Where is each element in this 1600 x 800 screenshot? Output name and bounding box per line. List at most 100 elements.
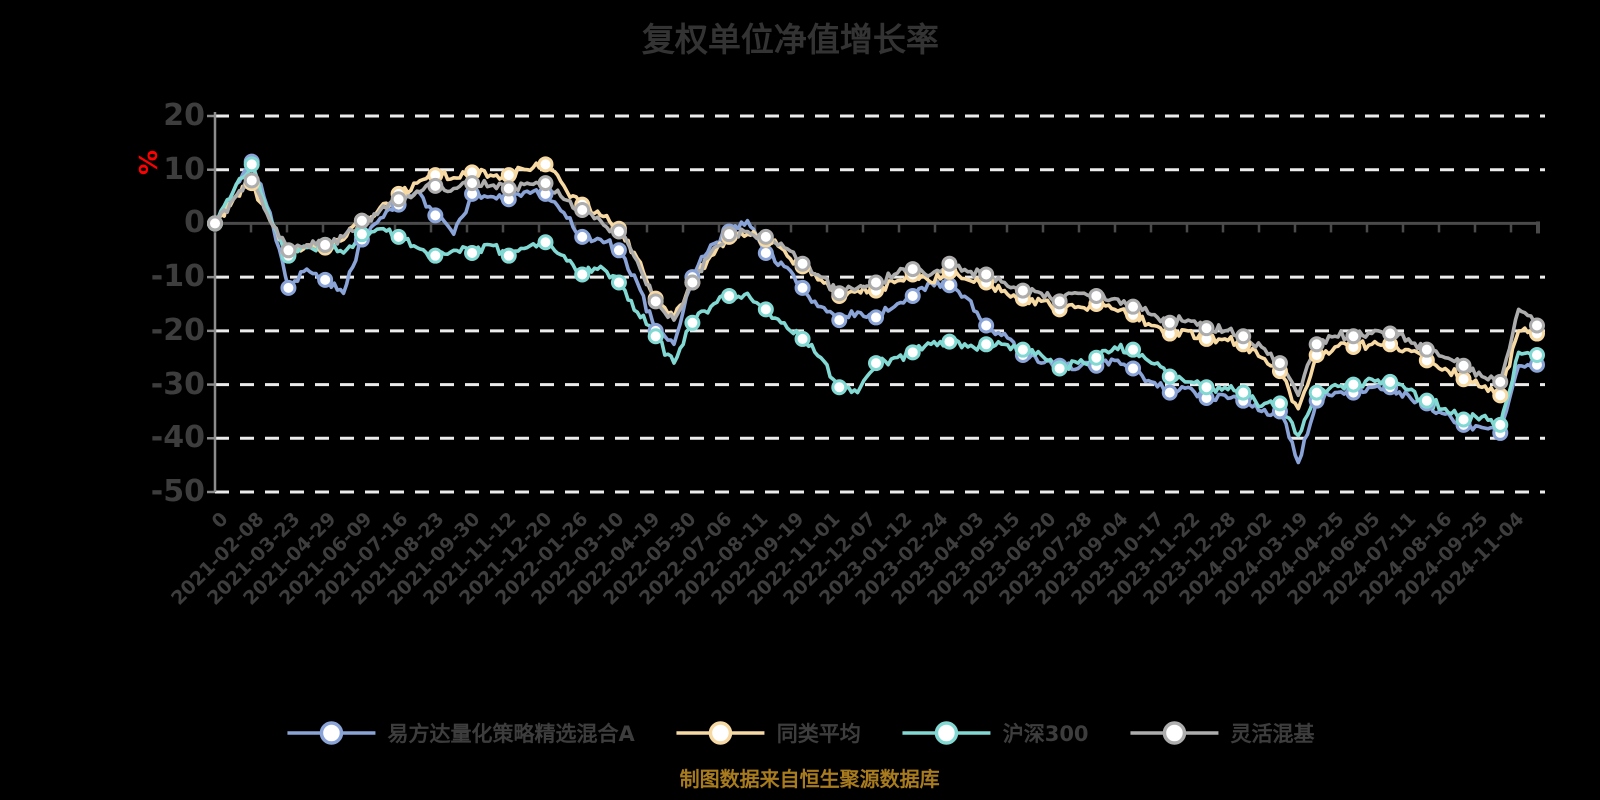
- data-point-marker: [537, 234, 554, 251]
- data-point-marker: [1088, 349, 1105, 366]
- data-point-marker: [390, 228, 407, 245]
- data-point-marker: [610, 274, 627, 291]
- data-point-marker: [647, 293, 664, 310]
- data-point-marker: [1051, 360, 1068, 377]
- data-point-marker: [500, 167, 517, 184]
- data-point-marker: [353, 212, 370, 229]
- y-tick-label: -40: [150, 420, 205, 456]
- legend-item-1[interactable]: 同类平均: [675, 718, 861, 748]
- data-point-marker: [1382, 373, 1399, 390]
- legend-marker: [902, 721, 991, 745]
- data-point-marker: [904, 261, 921, 278]
- data-point-marker: [868, 274, 884, 291]
- data-point-marker: [794, 330, 811, 347]
- data-point-marker: [1345, 328, 1362, 345]
- legend-label: 沪深300: [1002, 722, 1089, 746]
- data-point-marker: [1198, 320, 1215, 337]
- data-point-marker: [500, 180, 517, 197]
- data-point-marker: [427, 247, 444, 264]
- data-point-marker: [610, 223, 627, 240]
- data-point-marker: [1345, 376, 1362, 393]
- data-point-marker: [721, 226, 738, 243]
- data-point-marker: [243, 156, 260, 173]
- data-point-marker: [243, 172, 260, 189]
- data-point-marker: [868, 309, 884, 326]
- series-line-2: [213, 162, 1539, 438]
- data-point-marker: [1014, 282, 1031, 299]
- data-point-marker: [978, 266, 995, 283]
- data-point-marker: [537, 156, 554, 173]
- data-point-marker: [1271, 395, 1288, 412]
- data-point-marker: [574, 228, 591, 245]
- y-tick-label: 0: [184, 205, 205, 241]
- data-point-marker: [904, 287, 921, 304]
- data-point-marker: [207, 215, 223, 232]
- data-point-marker: [464, 175, 481, 192]
- data-point-marker: [574, 266, 591, 283]
- data-point-marker: [390, 191, 407, 208]
- legend-marker: [1130, 721, 1219, 745]
- data-point-marker: [794, 279, 811, 296]
- data-point-marker: [280, 279, 297, 296]
- data-point-marker: [317, 271, 334, 288]
- data-point-marker: [941, 333, 958, 350]
- data-point-marker: [1308, 336, 1325, 353]
- data-point-marker: [610, 242, 627, 259]
- data-point-marker: [1308, 384, 1325, 401]
- data-point-marker: [721, 287, 738, 304]
- data-point-marker: [1198, 379, 1215, 396]
- legend: 易方达量化策略精选混合A 同类平均 沪深300 灵活混基: [285, 718, 1315, 748]
- data-point-marker: [537, 175, 554, 192]
- data-point-marker: [978, 336, 995, 353]
- legend-item-2[interactable]: 沪深300: [901, 718, 1089, 748]
- data-point-marker: [1529, 317, 1545, 334]
- data-point-marker: [684, 314, 701, 331]
- data-point-marker: [831, 285, 848, 302]
- data-point-marker: [1235, 328, 1252, 345]
- data-point-marker: [1088, 287, 1105, 304]
- data-point-marker: [1529, 347, 1545, 364]
- data-point-marker: [831, 312, 848, 329]
- data-point-marker: [1492, 373, 1509, 390]
- source-caption: 制图数据来自恒生聚源数据库: [679, 767, 940, 791]
- data-point-marker: [1455, 411, 1472, 428]
- data-point-marker: [1382, 325, 1399, 342]
- data-point-marker: [1125, 360, 1142, 377]
- data-point-marker: [464, 244, 481, 261]
- data-point-marker: [1161, 368, 1178, 385]
- data-point-marker: [1271, 355, 1288, 372]
- data-point-marker: [684, 274, 701, 291]
- data-point-marker: [1492, 387, 1509, 404]
- legend-item-3[interactable]: 灵活混基: [1129, 718, 1315, 748]
- legend-marker: [287, 721, 376, 745]
- data-point-marker: [1125, 298, 1142, 315]
- data-point-marker: [941, 277, 958, 294]
- data-point-marker: [1051, 293, 1068, 310]
- data-point-marker: [757, 244, 774, 261]
- data-point-marker: [427, 207, 444, 224]
- data-point-marker: [1418, 341, 1435, 358]
- y-tick-label: -20: [150, 312, 205, 348]
- data-point-marker: [353, 226, 370, 243]
- data-point-marker: [1418, 392, 1435, 409]
- data-point-marker: [1455, 371, 1472, 388]
- data-point-marker: [794, 255, 811, 272]
- y-tick-label: 20: [163, 98, 205, 133]
- chart-title: 复权单位净值增长率: [641, 20, 939, 59]
- data-point-marker: [1235, 384, 1252, 401]
- legend-item-0[interactable]: 易方达量化策略精选混合A: [285, 718, 635, 748]
- data-point-marker: [904, 344, 921, 361]
- data-point-marker: [1014, 341, 1031, 358]
- y-tick-label: -30: [150, 366, 205, 402]
- data-point-marker: [757, 228, 774, 245]
- y-tick-label: 10: [163, 151, 205, 187]
- data-point-marker: [427, 177, 444, 194]
- legend-label: 同类平均: [776, 722, 861, 746]
- data-point-marker: [1455, 357, 1472, 374]
- legend-label: 易方达量化策略精选混合A: [387, 722, 635, 746]
- legend-label: 灵活混基: [1230, 722, 1315, 746]
- data-point-marker: [1492, 416, 1509, 433]
- data-point-marker: [941, 255, 958, 272]
